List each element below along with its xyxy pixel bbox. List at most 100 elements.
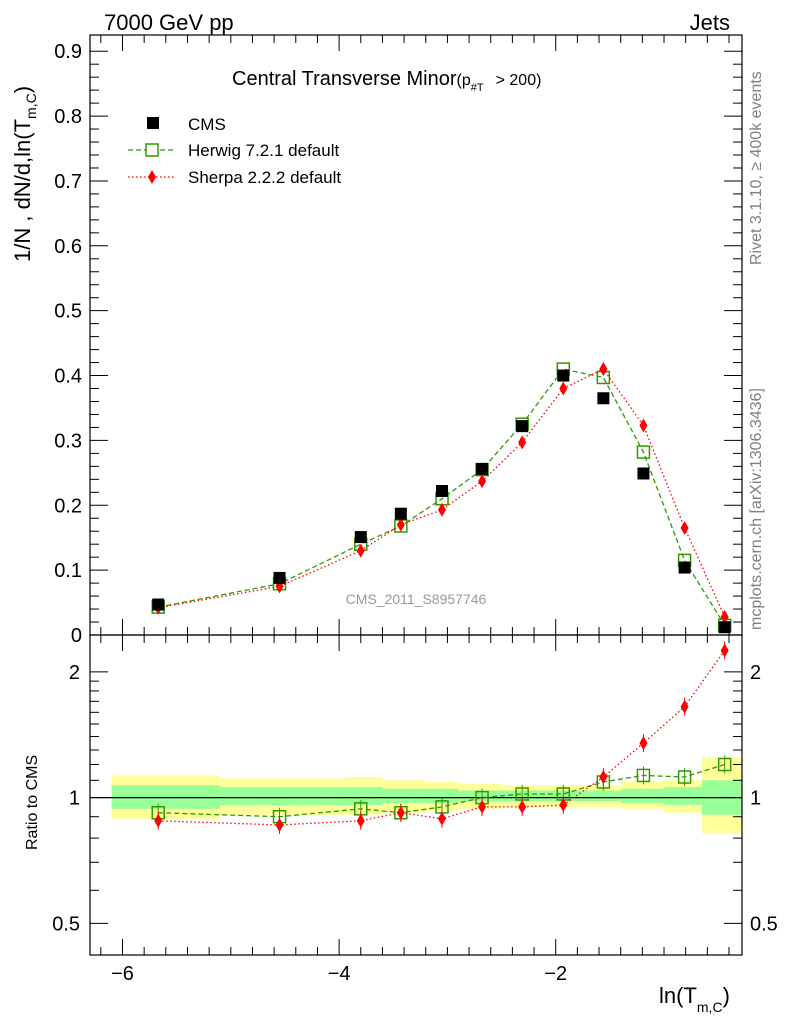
ratio-point [636,768,651,783]
y-tick-label: 0.2 [54,495,82,517]
data-point [516,420,529,433]
data-point [680,520,689,535]
legend: CMS Herwig 7.2.1 default Sherpa 2.2.2 de… [128,115,341,187]
ratio-point [356,813,365,828]
y-axis-label: 1/N , dN/d,ln(Tm,C) [10,86,39,262]
data-point [559,381,568,396]
ratio-y-axis-label: Ratio to CMS [24,755,41,850]
ratio-point [717,757,732,772]
ratio-point [518,799,527,814]
analysis-watermark: CMS_2011_S8957746 [346,591,487,607]
legend-label-cms: CMS [188,115,226,134]
data-point [639,418,648,433]
ratio-y-tick-label: 2 [69,662,80,684]
chart-title-main: Central Transverse Minor [232,68,457,90]
y-tick-label: 0.3 [54,430,82,452]
x-axis-label-tail: ) [723,983,730,1008]
y-tick-label: 0.9 [54,41,82,63]
ratio-point [680,699,689,714]
data-point [354,531,367,544]
data-point [396,517,405,532]
chart-title-sub: (p [457,72,471,89]
ratio-point [599,770,608,785]
mcplots-label: mcplots.cern.ch [arXiv:1306.3436] [748,388,765,630]
y-tick-label: 0.8 [54,106,82,128]
series-line [158,368,726,618]
x-tick-label: −4 [328,963,351,985]
ratio-point [396,805,405,820]
chart-title: Central Transverse Minor(p#T > 200) [232,68,541,94]
y-tick-label: 0.5 [54,301,82,323]
ratio-point [559,798,568,813]
data-point [437,502,446,517]
ratio-point [154,813,163,828]
data-point [152,598,165,611]
ratio-band-inner [382,788,426,804]
data-point [636,445,651,459]
legend-marker-herwig [145,143,159,157]
ratio-band-inner [501,790,545,802]
ratio-point [677,770,692,784]
ratio-band-inner [544,790,583,802]
ratio-y-tick-label-right: 0.5 [750,913,778,935]
legend-marker-sherpa [148,170,156,184]
ratio-point [720,643,729,658]
main-panel [151,362,732,634]
ratio-frame [89,634,743,956]
ratio-band-inner [219,787,345,806]
ratio-band-inner [582,790,621,802]
x-tick-label: −2 [544,963,567,985]
ratio-point [437,811,446,826]
ratio-band-inner [344,787,383,806]
data-point [678,561,691,574]
data-point [273,571,286,584]
legend-label-herwig: Herwig 7.2.1 default [188,141,339,160]
data-point [435,485,448,497]
ratio-series-line [158,650,726,826]
ratio-band-inner [425,788,459,804]
ratio-band-inner [664,787,702,806]
y-axis-label-sub: m,C [23,93,39,119]
y-tick-label: 0.7 [54,171,82,193]
ratio-point [275,817,284,832]
axes: −6 −4 −2 0 0.1 0.2 0.3 0.4 0.5 0.6 0.7 0.8 0.9 0.5 0.5… [52,35,778,985]
y-axis-label-tail: ) [10,86,35,93]
series-line [158,368,726,626]
rivet-label: Rivet 3.1.10, ≥ 400k events [748,71,765,265]
data-point [637,467,650,480]
y-axis-label-main: 1/N , dN/d,ln(T [10,119,35,262]
x-axis-label-main: ln(T [659,983,697,1008]
data-point [476,462,489,475]
data-point [356,543,365,558]
x-tick-label: −6 [111,963,134,985]
data-point [557,369,570,382]
data-point [718,621,731,634]
chart-title-tail: > 200) [496,72,542,89]
data-point [518,435,527,450]
x-axis-label-sub: m,C [697,999,723,1015]
ratio-y-tick-label: 1 [69,788,80,810]
ratio-y-tick-label: 0.5 [52,913,80,935]
header-right: Jets [690,10,730,35]
x-axis-label: ln(Tm,C) [659,983,730,1015]
ratio-y-tick-label-right: 2 [750,662,761,684]
y-tick-label: 0.4 [54,366,82,388]
ratio-point [639,736,648,751]
ratio-band-inner [458,790,502,802]
legend-marker-cms [147,117,159,129]
ratio-y-tick-label-right: 1 [750,788,761,810]
y-tick-label: 0.1 [54,560,82,582]
ratio-point [478,799,487,814]
ratio-panel [90,641,742,834]
data-point [720,609,729,624]
y-tick-label: 0.6 [54,236,82,258]
data-point [394,507,407,520]
legend-label-sherpa: Sherpa 2.2.2 default [188,168,341,187]
data-point [597,392,610,405]
data-point [478,474,487,489]
y-tick-label: 0 [71,625,82,647]
data-point [599,362,608,377]
ratio-band-inner [620,788,665,804]
chart-title-sub-index: #T [471,82,484,94]
